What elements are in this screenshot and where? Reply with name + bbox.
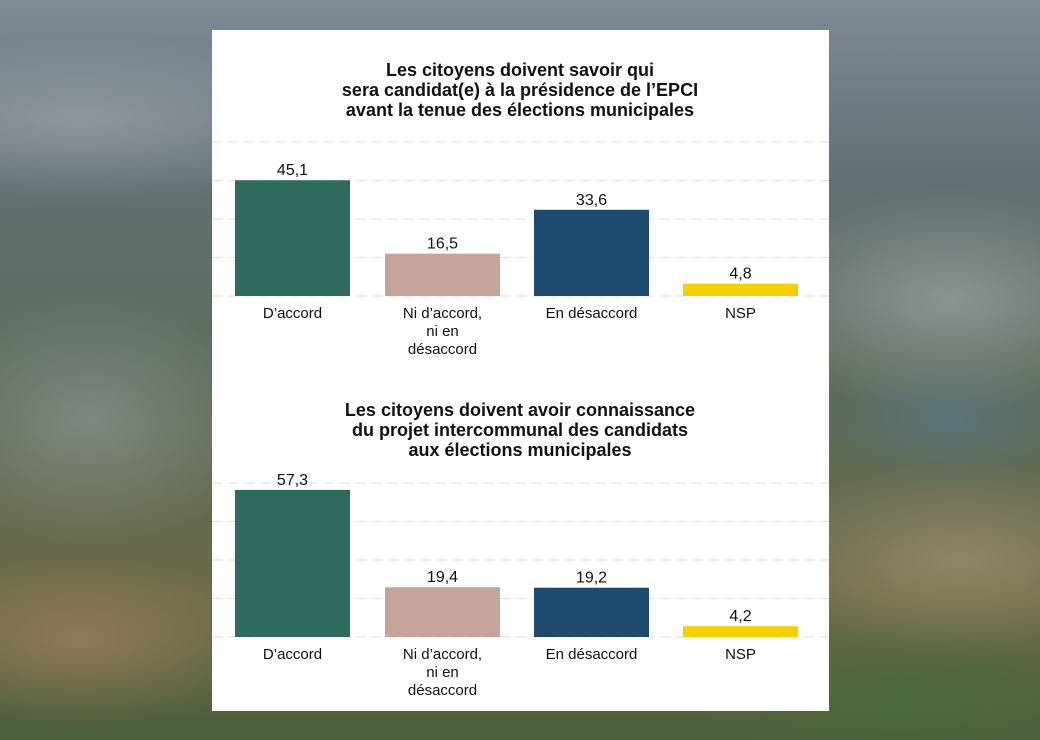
category-label: En désaccord — [546, 646, 638, 663]
chart-svg: Les citoyens doivent savoir qui sera cand… — [212, 60, 829, 699]
data-label: 16,5 — [427, 236, 458, 253]
chart-title: Les citoyens doivent savoir qui sera cand… — [342, 60, 698, 120]
bar — [385, 587, 500, 637]
category-label: NSP — [725, 305, 756, 322]
data-label: 19,4 — [427, 569, 458, 586]
bar — [534, 209, 649, 296]
category-label: Ni d’accord, ni en désaccord — [403, 646, 482, 699]
chart-title: Les citoyens doivent avoir connaissance d… — [345, 400, 695, 460]
data-label: 33,6 — [576, 192, 607, 209]
category-label: Ni d’accord, ni en désaccord — [403, 305, 482, 358]
data-label: 4,8 — [729, 266, 751, 283]
data-label: 19,2 — [576, 570, 607, 587]
category-label: En désaccord — [546, 305, 638, 322]
chart-panel: Les citoyens doivent savoir qui sera cand… — [212, 30, 829, 711]
bar — [235, 489, 350, 637]
bar — [235, 180, 350, 296]
category-label: NSP — [725, 646, 756, 663]
data-label: 45,1 — [277, 162, 308, 179]
category-label: D’accord — [263, 646, 322, 663]
bar — [683, 626, 798, 637]
bar — [385, 253, 500, 296]
category-label: D’accord — [263, 305, 322, 322]
bar — [534, 587, 649, 637]
data-label: 4,2 — [729, 608, 751, 625]
bar — [683, 283, 798, 296]
data-label: 57,3 — [277, 472, 308, 489]
